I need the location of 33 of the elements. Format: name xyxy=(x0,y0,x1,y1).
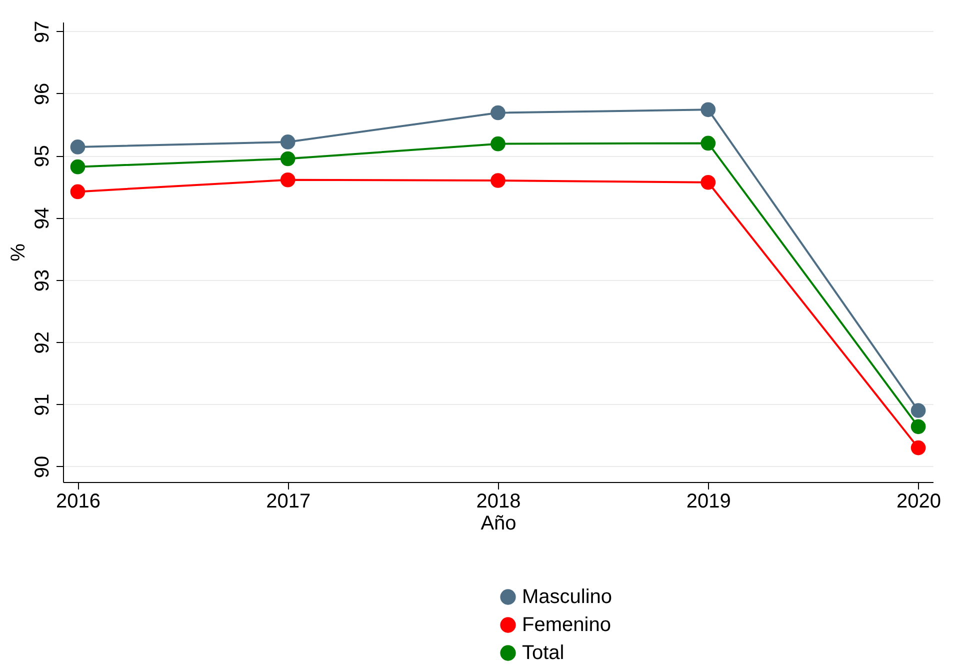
point xyxy=(700,136,716,151)
y-axis-title: % xyxy=(8,243,30,262)
point xyxy=(490,136,506,152)
y-tick-label: 91 xyxy=(32,394,54,416)
point xyxy=(70,159,86,174)
legend-label: Femenino xyxy=(522,614,611,636)
x-tick-label: 2016 xyxy=(56,490,100,512)
point xyxy=(910,403,926,418)
y-tick-label: 93 xyxy=(32,269,54,292)
y-tick-label: 94 xyxy=(32,207,54,230)
point xyxy=(280,134,296,150)
y-tick-label: 90 xyxy=(32,456,54,478)
point xyxy=(70,140,86,154)
point xyxy=(910,419,926,434)
point xyxy=(700,174,716,190)
x-tick-label: 2019 xyxy=(686,490,731,512)
x-tick-label: 2018 xyxy=(476,490,521,512)
x-tick-label: 2017 xyxy=(266,490,311,512)
y-tick-label: 95 xyxy=(32,145,54,168)
legend-label: Masculino xyxy=(522,586,612,608)
point xyxy=(910,440,926,456)
point xyxy=(70,184,86,200)
legend-label: Total xyxy=(522,642,564,664)
point xyxy=(280,151,296,166)
point xyxy=(490,105,506,120)
y-tick-label: 92 xyxy=(32,332,54,354)
y-tick-label: 97 xyxy=(32,20,54,43)
x-axis-title: Año xyxy=(480,512,516,534)
x-tick-label: 2020 xyxy=(896,490,942,512)
point xyxy=(280,172,296,188)
y-tick-label: 96 xyxy=(32,82,54,106)
point xyxy=(700,102,716,118)
point xyxy=(490,173,506,188)
